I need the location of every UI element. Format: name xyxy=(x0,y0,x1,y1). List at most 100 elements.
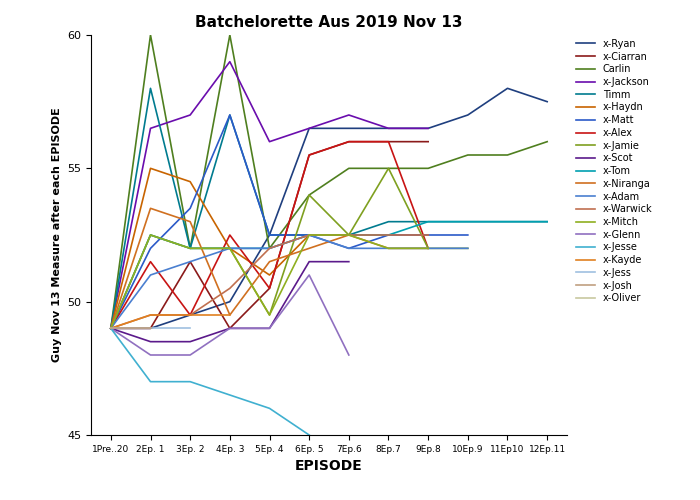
x-Warwick xyxy=(146,312,155,318)
Carlin xyxy=(146,32,155,38)
x-Haydn xyxy=(186,178,195,184)
x-Ciarran xyxy=(225,326,234,332)
x-Jesse xyxy=(146,378,155,384)
x-Ciarran xyxy=(146,326,155,332)
x-Niranga xyxy=(106,326,115,332)
x-Ryan xyxy=(146,326,155,332)
x-Scot xyxy=(344,258,353,264)
Timm xyxy=(225,112,234,118)
x-Tom xyxy=(384,232,393,238)
x-Alex xyxy=(265,286,274,292)
x-Mitch xyxy=(146,232,155,238)
x-Ciarran xyxy=(106,326,115,332)
x-Adam xyxy=(146,272,155,278)
x-Jamie xyxy=(146,232,155,238)
x-Ciarran xyxy=(305,152,314,158)
x-Ciarran xyxy=(186,258,195,264)
x-Niranga xyxy=(225,312,234,318)
Carlin xyxy=(225,32,234,38)
x-Alex xyxy=(225,232,234,238)
x-Adam xyxy=(225,246,234,252)
Timm xyxy=(384,218,393,224)
x-Alex xyxy=(424,246,433,252)
X-axis label: EPISODE: EPISODE xyxy=(295,460,363,473)
x-Alex xyxy=(384,138,393,144)
x-Kayde xyxy=(106,326,115,332)
Line: x-Warwick: x-Warwick xyxy=(111,235,428,328)
Timm xyxy=(463,218,472,224)
x-Ryan xyxy=(543,98,552,104)
Carlin xyxy=(265,246,274,252)
Carlin xyxy=(424,166,433,172)
x-Jackson xyxy=(225,58,234,64)
Line: x-Jamie: x-Jamie xyxy=(111,168,468,328)
x-Ciarran xyxy=(424,138,433,144)
Line: x-Glenn: x-Glenn xyxy=(111,275,349,355)
x-Jamie xyxy=(463,246,472,252)
x-Ryan xyxy=(106,326,115,332)
Line: x-Haydn: x-Haydn xyxy=(111,168,428,328)
x-Jamie xyxy=(344,232,353,238)
x-Jess xyxy=(146,326,155,332)
Line: Carlin: Carlin xyxy=(111,35,547,328)
Y-axis label: Guy Nov 13 Measure after each EPISODE: Guy Nov 13 Measure after each EPISODE xyxy=(52,108,62,362)
x-Mitch xyxy=(384,246,393,252)
Carlin xyxy=(463,152,472,158)
Carlin xyxy=(305,192,314,198)
Line: x-Adam: x-Adam xyxy=(111,235,468,328)
x-Niranga xyxy=(344,232,353,238)
Line: x-Kayde: x-Kayde xyxy=(111,315,230,328)
x-Tom xyxy=(463,218,472,224)
x-Ryan xyxy=(305,126,314,132)
x-Adam xyxy=(305,232,314,238)
Line: x-Jackson: x-Jackson xyxy=(111,62,428,328)
x-Haydn xyxy=(384,232,393,238)
Timm xyxy=(424,218,433,224)
x-Tom xyxy=(186,246,195,252)
x-Ryan xyxy=(225,298,234,304)
Carlin xyxy=(106,326,115,332)
x-Jackson xyxy=(146,126,155,132)
x-Tom xyxy=(344,232,353,238)
x-Haydn xyxy=(344,232,353,238)
x-Kayde xyxy=(225,312,234,318)
x-Tom xyxy=(225,246,234,252)
x-Glenn xyxy=(146,352,155,358)
x-Niranga xyxy=(305,246,314,252)
x-Mitch xyxy=(186,246,195,252)
x-Alex xyxy=(305,152,314,158)
x-Matt xyxy=(384,232,393,238)
x-Ryan xyxy=(463,112,472,118)
Timm xyxy=(265,232,274,238)
x-Tom xyxy=(305,232,314,238)
Timm xyxy=(543,218,552,224)
x-Haydn xyxy=(265,272,274,278)
x-Matt xyxy=(146,246,155,252)
x-Glenn xyxy=(186,352,195,358)
Carlin xyxy=(503,152,512,158)
Carlin xyxy=(384,166,393,172)
Carlin xyxy=(543,138,552,144)
x-Niranga xyxy=(146,206,155,212)
x-Warwick xyxy=(106,326,115,332)
x-Tom xyxy=(503,218,512,224)
x-Tom xyxy=(424,218,433,224)
Line: x-Mitch: x-Mitch xyxy=(111,235,428,328)
x-Jesse xyxy=(225,392,234,398)
Line: x-Matt: x-Matt xyxy=(111,115,468,328)
x-Josh xyxy=(146,326,155,332)
x-Ryan xyxy=(186,312,195,318)
x-Mitch xyxy=(344,232,353,238)
x-Haydn xyxy=(225,246,234,252)
x-Scot xyxy=(225,326,234,332)
Line: x-Tom: x-Tom xyxy=(111,222,547,328)
x-Jamie xyxy=(106,326,115,332)
x-Tom xyxy=(265,246,274,252)
x-Jesse xyxy=(265,406,274,411)
x-Matt xyxy=(305,232,314,238)
Timm xyxy=(106,326,115,332)
x-Warwick xyxy=(265,246,274,252)
Timm xyxy=(503,218,512,224)
x-Matt xyxy=(463,232,472,238)
x-Adam xyxy=(384,246,393,252)
